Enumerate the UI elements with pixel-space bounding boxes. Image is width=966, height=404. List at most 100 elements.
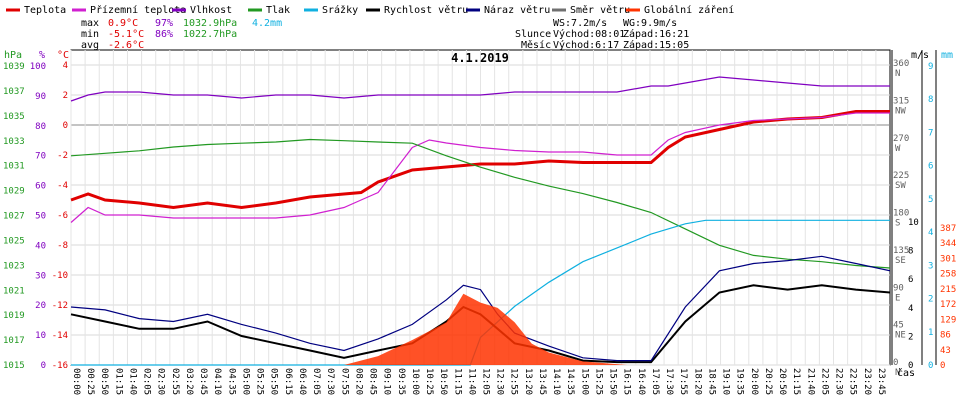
stat-avg-label: avg [81,40,99,51]
time-tick-label: 05:25 [255,368,265,395]
hpa-tick-label: 1017 [3,336,25,346]
time-tick-label: 09:10 [382,368,392,395]
mm-tick-label: 2 [928,295,933,305]
series-line-p-zemn-teplota [70,112,890,223]
stat-avg-temp: -2.6°C [108,40,144,51]
time-tick-label: 19:10 [721,368,731,395]
time-tick-label: 01:40 [127,368,137,395]
hpa-tick-label: 1037 [3,87,25,97]
stat-max-temp: 0.9°C [108,18,138,29]
time-tick-label: 15:00 [579,368,589,395]
temp-tick-label: -8 [57,241,68,251]
temp-axis-label: °C [57,50,69,61]
legend-label: Směr větru [570,4,630,16]
stats-block: max 0.9°C 97% 1032.9hPa 4.2mm min -5.1°C… [81,18,689,51]
hpa-tick-label: 1035 [3,112,25,122]
time-tick-label: 12:55 [509,368,519,395]
time-tick-label: 03:20 [184,368,194,395]
time-tick-label: 07:05 [311,368,321,395]
rad-tick-label: 43 [940,346,951,356]
legend-label: Vlhkost [190,5,232,16]
ms-axis-label: m/s [911,50,929,61]
hpa-tick-label: 1023 [3,261,25,271]
temp-tick-label: -2 [57,151,68,161]
hpa-tick-label: 1027 [3,212,25,222]
pct-tick-label: 40 [35,241,46,251]
pct-tick-label: 0 [41,361,46,371]
stat-max-press: 1032.9hPa [183,18,237,29]
hpa-tick-label: 1021 [3,286,25,296]
dir-letter: W [895,144,901,154]
time-axis-label: čas [897,367,915,379]
legend-label: Tlak [266,5,290,16]
stat-max-rain: 4.2mm [252,18,282,29]
stat-moon-rise: Východ:6:17 [553,39,619,51]
legend-label: Rychlost větru [384,4,468,16]
rad-tick-label: 129 [940,315,956,325]
time-tick-label: 05:00 [240,368,250,395]
hpa-tick-label: 1029 [3,187,25,197]
time-tick-label: 01:15 [113,368,123,395]
pct-tick-label: 10 [35,331,46,341]
mm-tick-label: 1 [928,328,933,338]
dir-letter: N [895,368,900,378]
hpa-axis-label: hPa [4,50,22,61]
time-tick-label: 08:20 [353,368,363,395]
time-tick-label: 17:05 [650,368,660,395]
ms-tick-label: 2 [908,332,913,342]
time-tick-label: 20:00 [749,368,759,395]
dir-letter: N [895,69,900,79]
rad-tick-label: 172 [940,300,956,310]
stat-sun-label: Slunce [515,29,551,40]
legend-label: Teplota [24,5,66,16]
time-tick-label: 02:05 [142,368,152,395]
pct-tick-label: 30 [35,271,46,281]
temp-tick-label: 4 [63,61,68,71]
legend-label: Globální záření [644,4,734,16]
time-tick-label: 04:10 [212,368,222,395]
mm-tick-label: 6 [928,162,933,172]
hpa-tick-label: 1025 [3,236,25,246]
time-tick-label: 17:30 [664,368,674,395]
time-tick-label: 10:00 [410,368,420,395]
mm-tick-label: 0 [928,361,933,371]
dir-tick-label: 90 [893,283,904,293]
stat-moon-set: Západ:15:05 [623,39,689,51]
dir-letter: NW [895,106,906,116]
time-tick-label: 23:20 [862,368,872,395]
dir-tick-label: 180 [893,209,909,219]
dir-letter: SE [895,256,906,266]
time-tick-label: 06:15 [283,368,293,395]
dir-letter: S [895,219,900,229]
time-tick-label: 15:25 [593,368,603,395]
hpa-tick-label: 1033 [3,137,25,147]
time-tick-label: 11:40 [466,368,476,395]
pct-tick-label: 60 [35,182,46,192]
time-tick-label: 14:35 [565,368,575,395]
mm-axis-label: mm [941,50,953,61]
rad-tick-label: 86 [940,331,951,341]
temp-tick-label: 0 [63,121,68,131]
time-tick-label: 09:35 [396,368,406,395]
temp-tick-label: -6 [57,211,68,221]
ms-tick-label: 10 [908,218,919,228]
time-tick-label: 22:30 [834,368,844,395]
series-area-globalni-zareni [344,293,628,365]
temp-tick-label: -14 [52,331,68,341]
temp-tick-label: -16 [52,361,68,371]
time-tick-label: 06:40 [297,368,307,395]
dir-letter: NE [895,331,906,341]
dir-tick-label: 45 [893,321,904,331]
series-line-vlhkost [70,76,890,102]
dir-tick-label: 360 [893,59,909,69]
hpa-tick-label: 1015 [3,361,25,371]
time-tick-label: 00:50 [99,368,109,395]
temp-tick-label: -10 [52,271,68,281]
time-tick-label: 21:40 [805,368,815,395]
time-tick-label: 18:20 [692,368,702,395]
stat-min-temp: -5.1°C [108,29,144,40]
pct-tick-label: 80 [35,122,46,132]
mm-tick-label: 4 [928,228,933,238]
time-tick-label: 12:30 [495,368,505,395]
time-tick-label: 03:45 [198,368,208,395]
